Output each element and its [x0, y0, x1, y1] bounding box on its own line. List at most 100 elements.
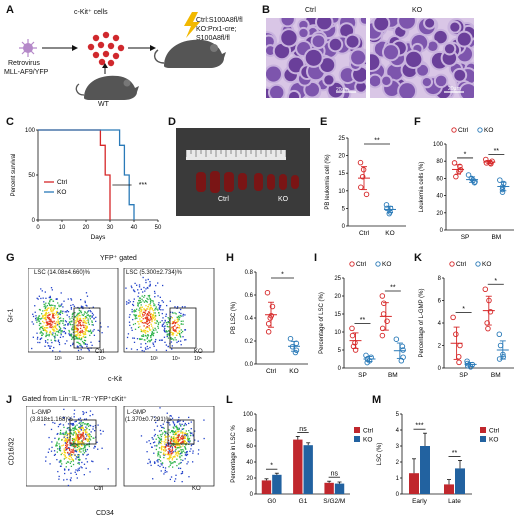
flow-event [144, 332, 147, 334]
flow-event [56, 441, 58, 443]
flow-event [58, 423, 61, 426]
flow-event [137, 302, 139, 304]
flow-event [53, 307, 55, 309]
flow-event [64, 468, 66, 471]
flow-event [160, 463, 162, 465]
flow-event [176, 326, 179, 329]
flow-event [46, 331, 48, 333]
flow-event [64, 442, 67, 444]
flow-event [177, 326, 179, 329]
flow-event [78, 441, 80, 443]
flow-event [71, 449, 73, 451]
flow-event [143, 311, 146, 313]
flow-event [157, 325, 159, 328]
flow-event [164, 467, 167, 469]
flow-event [162, 446, 164, 448]
x-tick-label: 40 [131, 225, 138, 231]
data-point [265, 329, 272, 335]
flow-event [160, 448, 163, 450]
flow-event [148, 326, 150, 329]
flow-event [72, 331, 75, 334]
flow-event [169, 431, 171, 434]
flow-event [54, 437, 56, 439]
flow-event [153, 332, 155, 334]
flow-event [167, 317, 169, 319]
flow-event [58, 341, 61, 344]
flow-event [43, 317, 46, 320]
flow-event [60, 332, 62, 334]
flow-event [128, 299, 130, 301]
flow-event [65, 449, 67, 451]
flow-event [198, 449, 200, 451]
x-tick-label: SP [461, 234, 470, 241]
flow-event [51, 328, 54, 330]
flow-event [151, 308, 153, 310]
flow-event [44, 330, 47, 332]
flow-event [174, 337, 176, 339]
flow-event [63, 458, 65, 460]
flow-event [140, 328, 142, 331]
flow-event [46, 316, 49, 319]
data-point [269, 303, 276, 310]
flow-event [65, 462, 68, 464]
flow-event [149, 303, 151, 305]
flow-event [64, 432, 66, 434]
flow-event [150, 335, 152, 337]
flow-event [184, 339, 186, 341]
flow-event [56, 444, 58, 447]
flow-event [147, 306, 149, 308]
flow-event [182, 336, 184, 338]
flow-event [154, 309, 156, 311]
flow-j-title: Gated from Lin⁻IL⁻7R⁻YFP⁺cKit⁺ [22, 396, 127, 403]
flow-event [72, 424, 74, 426]
flow-event [163, 452, 165, 454]
flow-event [51, 446, 53, 449]
flow-event [72, 449, 74, 452]
cell-nucleus [370, 54, 380, 70]
flow-event [49, 313, 51, 316]
flow-event [55, 328, 58, 330]
flow-event [39, 332, 41, 334]
flow-event [179, 340, 182, 342]
flow-event [63, 417, 65, 419]
data-point [497, 177, 503, 183]
flow-event [179, 314, 181, 317]
flow-event [60, 439, 63, 441]
flow-event [77, 325, 79, 327]
flow-event [168, 429, 170, 431]
flow-event [135, 308, 138, 310]
flow-event [44, 304, 46, 306]
flow-event [57, 432, 59, 435]
y-tick-label: 100 [243, 412, 254, 418]
flow-event [169, 300, 171, 302]
flow-event [176, 341, 178, 344]
flow-event [76, 330, 79, 332]
significance-label: * [281, 272, 284, 279]
flow-event [71, 444, 74, 446]
flow-event [72, 336, 75, 338]
flow-event [86, 454, 88, 456]
flow-event [128, 321, 131, 323]
flow-event [146, 326, 148, 328]
flow-event [169, 442, 171, 444]
flow-event [132, 300, 135, 303]
flow-event [37, 341, 39, 344]
flow-event [185, 453, 187, 455]
flow-event [100, 326, 102, 328]
flow-event [68, 439, 70, 441]
flow-event [176, 426, 178, 429]
flow-event [179, 447, 181, 449]
flow-j-plots [25, 405, 216, 506]
flow-event [154, 462, 156, 464]
flow-event [81, 424, 84, 426]
flow-event [157, 327, 160, 329]
flow-event [70, 306, 73, 309]
flow-event [82, 421, 84, 424]
flow-event [144, 347, 147, 349]
flow-event [174, 446, 177, 449]
flow-gate [167, 419, 195, 445]
flow-j-ylabel: CD16/32 [8, 437, 16, 466]
flow-event [179, 335, 181, 337]
flow-event [87, 434, 90, 436]
flow-event [80, 420, 82, 422]
